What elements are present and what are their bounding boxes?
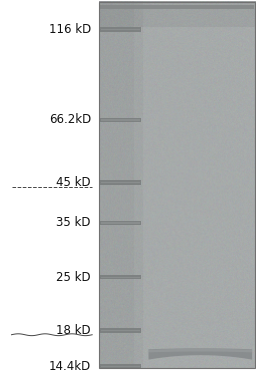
Text: 35 kD: 35 kD [56, 216, 91, 229]
Text: 18 kD: 18 kD [56, 324, 91, 337]
Bar [99, 2, 255, 368]
Bar [101, 28, 140, 30]
Bar [101, 366, 140, 367]
Text: 116 kD: 116 kD [49, 23, 91, 36]
Bar [100, 328, 141, 333]
Bar [101, 182, 140, 183]
Polygon shape [148, 349, 252, 352]
Bar [100, 275, 141, 279]
Polygon shape [148, 349, 252, 360]
Bar [100, 221, 141, 225]
Text: 66.2kD: 66.2kD [49, 114, 91, 127]
Bar [100, 364, 141, 369]
Text: 14.4kD: 14.4kD [49, 360, 91, 370]
Text: 25 kD: 25 kD [56, 271, 91, 284]
Bar [101, 330, 140, 331]
Bar [100, 27, 141, 31]
Bar [101, 276, 140, 278]
Text: 45 kD: 45 kD [56, 176, 91, 189]
Bar [100, 180, 141, 185]
Bar [99, 5, 254, 9]
Bar [100, 118, 141, 122]
Bar [101, 119, 140, 121]
Bar [101, 222, 140, 223]
